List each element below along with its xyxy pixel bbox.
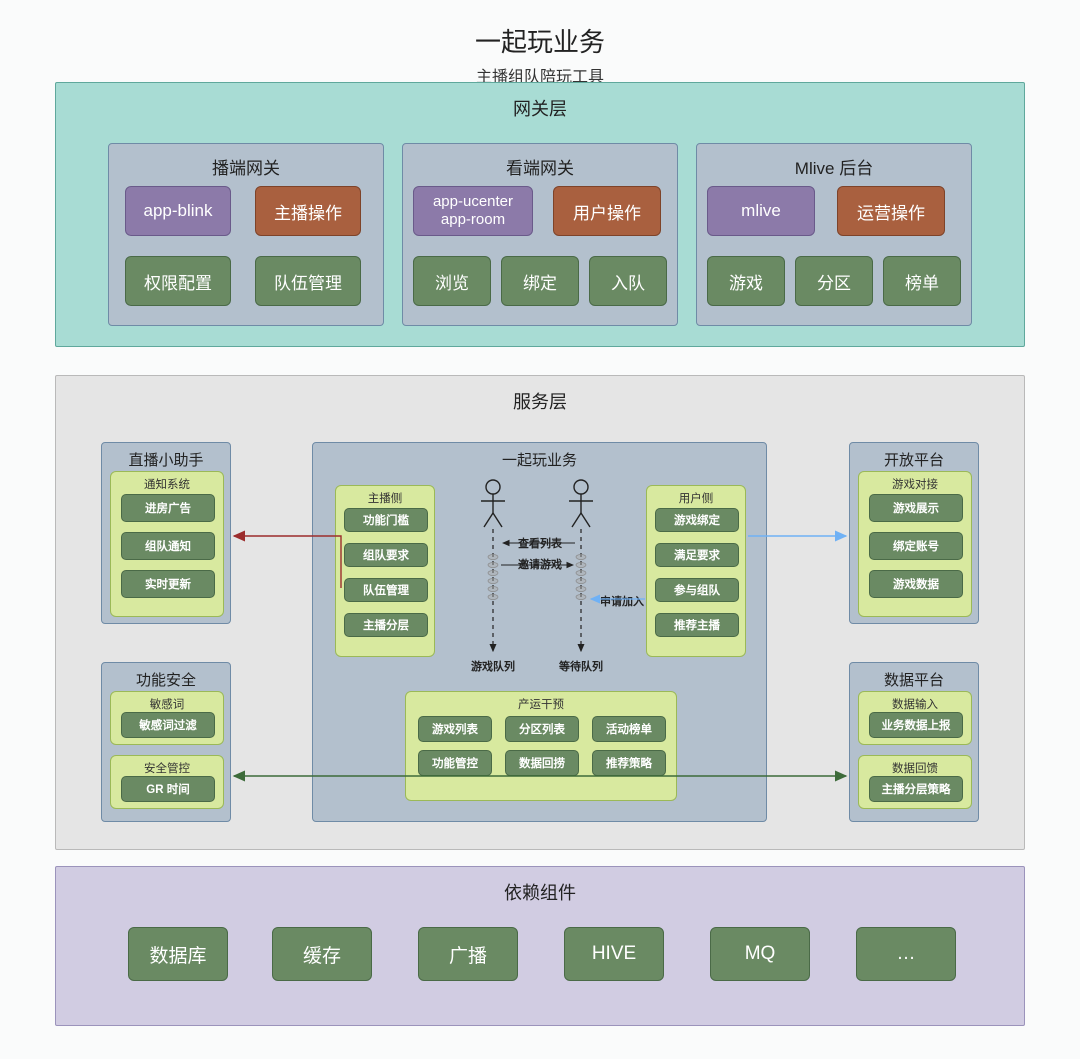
node-zone: 分区 — [795, 256, 873, 306]
pill: 游戏列表 — [418, 716, 492, 742]
node-bind: 绑定 — [501, 256, 579, 306]
panel-title: 一起玩业务 — [313, 449, 766, 470]
dep-more: … — [856, 927, 956, 981]
subbox-sensitive: 敏感词 敏感词过滤 — [110, 691, 224, 745]
dep-bcast: 广播 — [418, 927, 518, 981]
panel-core: 一起玩业务 主播侧 功能门槛 组队要求 队伍管理 主播分层 用户侧 游戏绑定 满… — [312, 442, 767, 822]
subbox-title: 敏感词 — [111, 696, 223, 712]
deps-title: 依赖组件 — [56, 879, 1024, 905]
panel-title: 数据平台 — [850, 669, 978, 690]
pill: 功能门槛 — [344, 508, 428, 532]
panel-openplat: 开放平台 游戏对接 游戏展示 绑定账号 游戏数据 — [849, 442, 979, 624]
pill: 进房广告 — [121, 494, 215, 522]
subbox-user-side: 用户侧 游戏绑定 满足要求 参与组队 推荐主播 — [646, 485, 746, 657]
subbox-title: 安全管控 — [111, 760, 223, 776]
pill: GR 时间 — [121, 776, 215, 802]
label-apply-join: 申请加入 — [600, 593, 644, 609]
pill: 组队通知 — [121, 532, 215, 560]
pill: 推荐策略 — [592, 750, 666, 776]
node-join: 入队 — [589, 256, 667, 306]
subbox-gamedock: 游戏对接 游戏展示 绑定账号 游戏数据 — [858, 471, 972, 617]
pill: 游戏展示 — [869, 494, 963, 522]
label-view-list: 查看列表 — [518, 535, 562, 551]
dep-db: 数据库 — [128, 927, 228, 981]
pill: 组队要求 — [344, 543, 428, 567]
main-title: 一起玩业务 — [0, 22, 1080, 59]
service-layer: 服务层 直播小助手 通知系统 进房广告 组队通知 实时更新 功能安全 敏感词 敏… — [55, 375, 1025, 850]
dep-hive: HIVE — [564, 927, 664, 981]
panel-title: 直播小助手 — [102, 449, 230, 470]
dep-cache: 缓存 — [272, 927, 372, 981]
pill: 游戏数据 — [869, 570, 963, 598]
pill: 功能管控 — [418, 750, 492, 776]
panel-security: 功能安全 敏感词 敏感词过滤 安全管控 GR 时间 — [101, 662, 231, 822]
subbox-notify: 通知系统 进房广告 组队通知 实时更新 — [110, 471, 224, 617]
gateway-panel-mlive: Mlive 后台 mlive 运营操作 游戏 分区 榜单 — [696, 143, 972, 326]
pill: 推荐主播 — [655, 613, 739, 637]
pill: 主播分层 — [344, 613, 428, 637]
panel-assistant: 直播小助手 通知系统 进房广告 组队通知 实时更新 — [101, 442, 231, 624]
subbox-title: 通知系统 — [111, 476, 223, 492]
label-invite-game: 邀请游戏 — [518, 556, 562, 572]
subbox-datain: 数据输入 业务数据上报 — [858, 691, 972, 745]
panel-title: 播端网关 — [109, 154, 383, 179]
service-title: 服务层 — [56, 388, 1024, 414]
gateway-layer: 网关层 播端网关 app-blink 主播操作 权限配置 队伍管理 看端网关 a… — [55, 82, 1025, 347]
pill: 分区列表 — [505, 716, 579, 742]
subbox-title: 用户侧 — [647, 490, 745, 506]
pill: 活动榜单 — [592, 716, 666, 742]
panel-title: 功能安全 — [102, 669, 230, 690]
gateway-title: 网关层 — [56, 95, 1024, 121]
node-app-blink: app-blink — [125, 186, 231, 236]
gateway-panel-viewer: 看端网关 app-ucenter app-room 用户操作 浏览 绑定 入队 — [402, 143, 678, 326]
pill: 实时更新 — [121, 570, 215, 598]
subbox-ops: 产运干预 游戏列表 分区列表 活动榜单 功能管控 数据回捞 推荐策略 — [405, 691, 677, 801]
pill: 敏感词过滤 — [121, 712, 215, 738]
subbox-dataout: 数据回馈 主播分层策略 — [858, 755, 972, 809]
node-perm-config: 权限配置 — [125, 256, 231, 306]
label-game-queue: 游戏队列 — [471, 658, 515, 674]
node-app-ucenter: app-ucenter app-room — [413, 186, 533, 236]
node-anchor-ops: 主播操作 — [255, 186, 361, 236]
panel-dataplat: 数据平台 数据输入 业务数据上报 数据回馈 主播分层策略 — [849, 662, 979, 822]
node-browse: 浏览 — [413, 256, 491, 306]
subbox-title: 产运干预 — [406, 696, 676, 712]
pill: 主播分层策略 — [869, 776, 963, 802]
node-mlive: mlive — [707, 186, 815, 236]
node-op-ops: 运营操作 — [837, 186, 945, 236]
title-block: 一起玩业务 主播组队陪玩工具 — [0, 0, 1080, 87]
subbox-title: 数据输入 — [859, 696, 971, 712]
pill-team-mgmt: 队伍管理 — [344, 578, 428, 602]
pill: 游戏绑定 — [655, 508, 739, 532]
pill-join-team: 参与组队 — [655, 578, 739, 602]
subbox-title: 主播侧 — [336, 490, 434, 506]
pill: 业务数据上报 — [869, 712, 963, 738]
subbox-safety: 安全管控 GR 时间 — [110, 755, 224, 809]
pill: 满足要求 — [655, 543, 739, 567]
label-wait-queue: 等待队列 — [559, 658, 603, 674]
deps-layer: 依赖组件 数据库 缓存 广播 HIVE MQ … — [55, 866, 1025, 1026]
gateway-panel-broadcast: 播端网关 app-blink 主播操作 权限配置 队伍管理 — [108, 143, 384, 326]
panel-title: Mlive 后台 — [697, 154, 971, 179]
subbox-title: 数据回馈 — [859, 760, 971, 776]
subbox-anchor-side: 主播侧 功能门槛 组队要求 队伍管理 主播分层 — [335, 485, 435, 657]
dep-mq: MQ — [710, 927, 810, 981]
pill: 绑定账号 — [869, 532, 963, 560]
pill: 数据回捞 — [505, 750, 579, 776]
node-team-mgmt: 队伍管理 — [255, 256, 361, 306]
node-game: 游戏 — [707, 256, 785, 306]
node-rank: 榜单 — [883, 256, 961, 306]
node-user-ops: 用户操作 — [553, 186, 661, 236]
subbox-title: 游戏对接 — [859, 476, 971, 492]
panel-title: 看端网关 — [403, 154, 677, 179]
panel-title: 开放平台 — [850, 449, 978, 470]
